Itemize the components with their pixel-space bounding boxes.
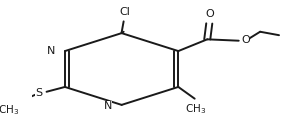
Text: CH$_3$: CH$_3$ (0, 104, 20, 117)
Text: O: O (205, 9, 214, 19)
Text: S: S (35, 88, 42, 98)
Text: Cl: Cl (120, 7, 130, 17)
Text: N: N (47, 46, 55, 56)
Text: CH$_3$: CH$_3$ (185, 102, 206, 116)
Text: O: O (242, 35, 250, 45)
Text: N: N (104, 101, 112, 111)
